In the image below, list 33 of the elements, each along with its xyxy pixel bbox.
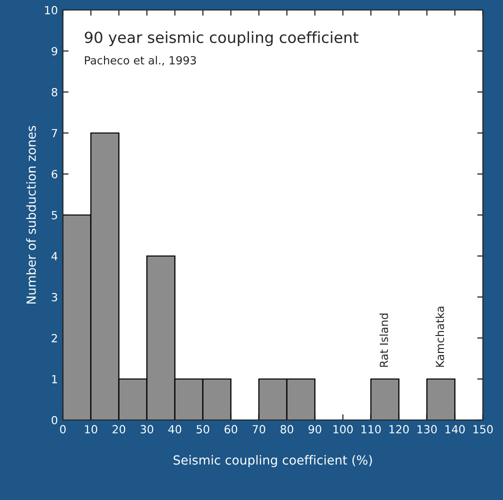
y-tick-label: 10 [45, 6, 58, 14]
annotation: Kamchatka [436, 306, 444, 367]
y-tick-label: 0 [52, 416, 58, 424]
y-tick-label: 4 [51, 252, 58, 260]
y-axis-title: Number of subduction zones [26, 126, 36, 304]
y-tick-label: 3 [52, 292, 58, 302]
x-tick-label: 110 [361, 425, 381, 434]
x-tick-label: 100 [333, 425, 353, 434]
x-tick-label: 30 [140, 425, 154, 434]
x-axis-title: Seismic coupling coefficient (%) [174, 455, 372, 468]
x-tick-label: 50 [196, 425, 210, 434]
y-tick-label: 6 [52, 170, 58, 178]
x-tick-label: 150 [473, 425, 493, 434]
annotation: Rat Island [380, 314, 388, 367]
x-tick-label: 10 [85, 425, 98, 434]
x-tick-label: 120 [389, 425, 409, 434]
y-tick-label: 2 [52, 334, 57, 342]
x-tick-label: 0 [60, 425, 66, 434]
x-tick-label: 70 [252, 425, 266, 434]
y-tick-label: 8 [52, 88, 58, 96]
x-tick-label: 130 [417, 425, 437, 434]
x-tick-label: 40 [168, 425, 182, 434]
x-tick-label: 140 [445, 425, 465, 434]
x-tick-label: 20 [112, 425, 126, 434]
y-tick-label: 5 [52, 211, 58, 220]
text: 90 year seismic coupling coefficient [84, 31, 358, 46]
x-tick-label: 90 [308, 425, 322, 434]
y-tick-label: 9 [52, 46, 58, 56]
y-tick-label: 1 [52, 375, 57, 384]
x-tick-label: 80 [280, 425, 294, 434]
y-tick-label: 7 [52, 129, 58, 138]
x-tick-label: 60 [224, 425, 238, 434]
text: Pacheco et al., 1993 [84, 56, 196, 66]
